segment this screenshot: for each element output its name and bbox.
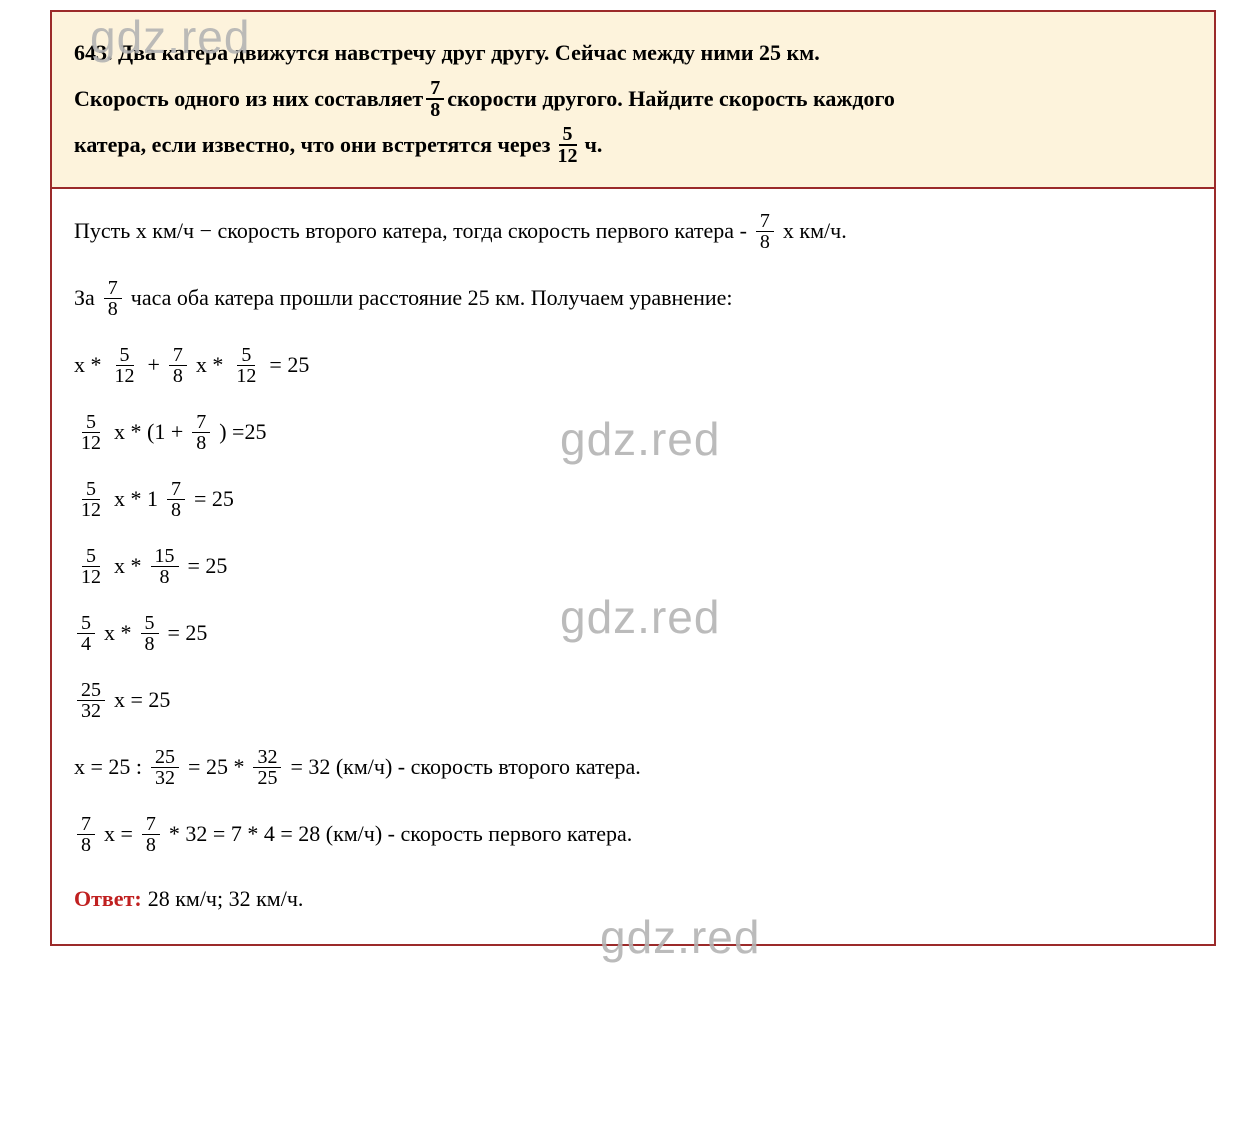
answer-line: Ответ: 28 км/ч; 32 км/ч. <box>74 881 1192 916</box>
main-container: 643. Два катера движутся навстречу друг … <box>50 10 1216 946</box>
problem-text-5: ч. <box>585 122 603 168</box>
fraction: 7 8 <box>756 211 774 252</box>
solution-body: Пусть x км/ч − скорость второго катера, … <box>52 189 1214 944</box>
fraction-7-8: 7 8 <box>426 78 444 120</box>
solution-line-3: x * 5 12 + 7 8 x * 5 12 = 25 <box>74 345 1192 386</box>
fraction: 7 8 <box>142 814 160 855</box>
fraction: 7 8 <box>104 278 122 319</box>
problem-text-1: Два катера движутся навстречу друг другу… <box>118 30 820 76</box>
fraction: 7 8 <box>192 412 210 453</box>
fraction: 7 8 <box>167 479 185 520</box>
solution-line-1: Пусть x км/ч − скорость второго катера, … <box>74 211 1192 252</box>
problem-number: 643. <box>74 30 113 76</box>
answer-label: Ответ: <box>74 881 142 916</box>
solution-line-5: 5 12 x * 1 7 8 = 25 <box>74 479 1192 520</box>
fraction: 7 8 <box>169 345 187 386</box>
solution-line-2: За 7 8 часа оба катера прошли расстояние… <box>74 278 1192 319</box>
fraction: 5 12 <box>77 479 105 520</box>
fraction: 5 12 <box>77 546 105 587</box>
fraction: 5 12 <box>111 345 139 386</box>
fraction: 5 12 <box>232 345 260 386</box>
problem-text-3: скорости другого. Найдите скорость каждо… <box>447 76 895 122</box>
fraction: 5 12 <box>77 412 105 453</box>
answer-text: 28 км/ч; 32 км/ч. <box>148 881 304 916</box>
fraction-5-12: 5 12 <box>554 124 582 166</box>
fraction: 15 8 <box>151 546 179 587</box>
solution-line-8: 25 32 x = 25 <box>74 680 1192 721</box>
solution-line-9: x = 25 : 25 32 = 25 * 32 25 = 32 (км/ч) … <box>74 747 1192 788</box>
fraction: 25 32 <box>77 680 105 721</box>
problem-text-4: катера, если известно, что они встретятс… <box>74 122 551 168</box>
fraction: 7 8 <box>77 814 95 855</box>
problem-text-2: Скорость одного из них составляет <box>74 76 423 122</box>
fraction: 32 25 <box>253 747 281 788</box>
fraction: 5 8 <box>141 613 159 654</box>
fraction: 25 32 <box>151 747 179 788</box>
solution-line-7: 5 4 x * 5 8 = 25 <box>74 613 1192 654</box>
fraction: 5 4 <box>77 613 95 654</box>
solution-line-4: 5 12 x * (1 + 7 8 ) =25 <box>74 412 1192 453</box>
solution-line-6: 5 12 x * 15 8 = 25 <box>74 546 1192 587</box>
problem-statement: 643. Два катера движутся навстречу друг … <box>52 12 1214 189</box>
solution-line-10: 7 8 x = 7 8 * 32 = 7 * 4 = 28 (км/ч) - с… <box>74 814 1192 855</box>
